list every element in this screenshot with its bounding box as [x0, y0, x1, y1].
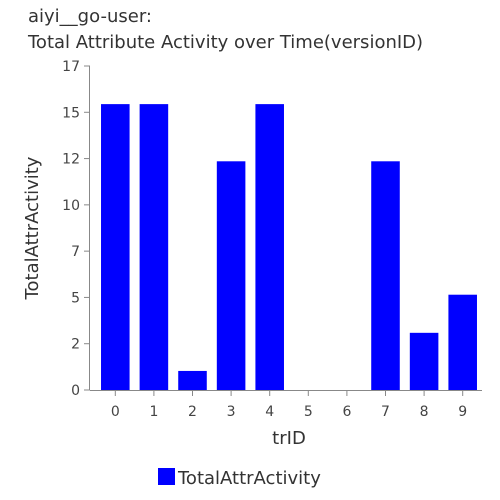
- y-tick-label: 2: [71, 337, 80, 353]
- bar: [101, 104, 130, 390]
- bar: [371, 161, 400, 390]
- x-tick-label: 9: [458, 404, 467, 420]
- bar: [255, 104, 284, 390]
- bar: [139, 104, 169, 390]
- bar: [448, 294, 477, 390]
- bar: [178, 370, 207, 390]
- chart-title-line-1: aiyi__go-user:: [28, 6, 152, 27]
- legend: TotalAttrActivity: [158, 468, 321, 489]
- y-tick-label: 15: [62, 105, 80, 121]
- y-axis-label: TotalAttrActivity: [22, 156, 43, 300]
- bar: [409, 332, 439, 390]
- y-tick-label: 5: [71, 290, 80, 306]
- y-tick-label: 10: [62, 198, 80, 214]
- x-tick-label: 2: [188, 404, 197, 420]
- chart-axes: [89, 66, 482, 391]
- y-tick-label: 0: [71, 383, 80, 399]
- x-axis-ticks: 0 1 2 3 4 5 6 7 8 9: [111, 391, 467, 420]
- x-tick-label: 7: [381, 404, 390, 420]
- x-tick-label: 1: [149, 404, 158, 420]
- chart-title-line-2: Total Attribute Activity over Time(versi…: [28, 32, 424, 53]
- x-tick-label: 6: [342, 404, 351, 420]
- x-tick-label: 3: [227, 404, 236, 420]
- y-tick-label: 7: [71, 244, 80, 260]
- bar: [216, 161, 246, 390]
- legend-swatch: [158, 468, 175, 485]
- x-axis-label: trID: [272, 428, 306, 449]
- y-tick-label: 12: [62, 152, 80, 168]
- y-axis-ticks: 0 2 5 7 10 12 15 17: [62, 59, 90, 399]
- legend-label: TotalAttrActivity: [177, 468, 321, 489]
- x-tick-label: 8: [420, 404, 429, 420]
- chart-bars: [101, 104, 477, 390]
- y-tick-label: 17: [62, 59, 80, 75]
- x-tick-label: 5: [304, 404, 313, 420]
- x-tick-label: 0: [111, 404, 120, 420]
- x-tick-label: 4: [265, 404, 274, 420]
